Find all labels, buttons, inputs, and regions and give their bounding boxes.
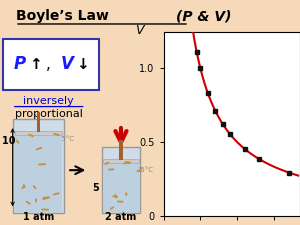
- Text: V: V: [61, 56, 74, 74]
- Text: Boyle’s Law: Boyle’s Law: [16, 9, 114, 23]
- Bar: [119, 140, 123, 160]
- Text: proportional: proportional: [15, 109, 83, 119]
- Text: 25°C: 25°C: [137, 167, 154, 173]
- Text: 2 atm: 2 atm: [105, 212, 136, 222]
- Bar: [103, 159, 139, 163]
- FancyBboxPatch shape: [3, 39, 99, 90]
- Text: ,: ,: [46, 57, 51, 72]
- Bar: [14, 119, 64, 213]
- Text: (P & V): (P & V): [176, 9, 232, 23]
- Bar: [103, 159, 139, 212]
- Text: 10 L: 10 L: [2, 136, 25, 146]
- Text: ↑: ↑: [29, 57, 42, 72]
- Text: inversely: inversely: [23, 96, 74, 106]
- Text: P: P: [14, 56, 26, 74]
- Bar: [15, 130, 62, 212]
- Bar: [15, 130, 62, 135]
- Text: ↓: ↓: [76, 57, 89, 72]
- Text: 5 L: 5 L: [93, 183, 110, 193]
- Text: 25°C: 25°C: [58, 136, 75, 142]
- Bar: [37, 112, 40, 132]
- Text: 1 atm: 1 atm: [23, 212, 54, 222]
- Bar: [102, 147, 140, 213]
- Y-axis label: V: V: [135, 24, 143, 37]
